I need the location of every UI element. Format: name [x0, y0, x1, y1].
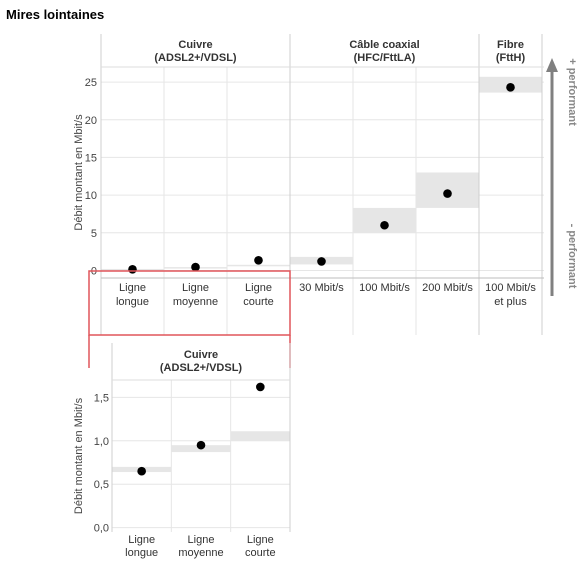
- y-axis-label: Débit montant en Mbit/s: [73, 114, 85, 231]
- group-title: Câble coaxial: [349, 39, 419, 51]
- page-title: Mires lointaines: [6, 7, 104, 22]
- data-point: [254, 255, 263, 265]
- data-point: [506, 83, 515, 92]
- y-tick-label: 15: [85, 152, 97, 164]
- category-label: 200 Mbit/s: [422, 282, 473, 294]
- y-tick-label: 5: [91, 228, 97, 240]
- category-label: longue: [125, 547, 158, 559]
- y-tick-label: 10: [85, 190, 97, 202]
- category-label: Ligne: [188, 534, 215, 546]
- data-point: [256, 382, 265, 392]
- arrow-bottom-label: - performant: [566, 224, 578, 289]
- category-label: Ligne: [119, 282, 146, 294]
- group-title: Cuivre: [178, 39, 212, 51]
- category-label: Ligne: [182, 282, 209, 294]
- data-point: [196, 440, 206, 450]
- y-axis-label: Débit montant en Mbit/s: [73, 397, 85, 514]
- category-label: moyenne: [178, 547, 223, 559]
- group-title: Cuivre: [184, 349, 218, 361]
- data-point: [137, 466, 146, 476]
- category-label: 30 Mbit/s: [299, 282, 344, 294]
- range-band: [230, 431, 290, 441]
- category-label: moyenne: [173, 296, 218, 308]
- category-label: courte: [243, 296, 274, 308]
- category-label: 100 Mbit/s: [359, 282, 410, 294]
- category-label: Ligne: [245, 282, 272, 294]
- category-label: Ligne: [128, 534, 155, 546]
- group-title: Fibre: [497, 39, 524, 51]
- category-label: Ligne: [247, 534, 274, 546]
- group-title: (ADSL2+/VDSL): [154, 52, 237, 64]
- category-label: courte: [245, 547, 276, 559]
- data-point: [380, 220, 389, 230]
- y-tick-label: 25: [85, 77, 97, 89]
- category-label: longue: [116, 296, 149, 308]
- y-tick-label: 1,5: [94, 392, 109, 404]
- data-point: [128, 265, 137, 274]
- zoom-chart: 0,00,51,01,5LignelongueLignemoyenneLigne…: [73, 343, 291, 559]
- group-title: (FttH): [496, 52, 526, 64]
- performance-arrow-head: [546, 58, 558, 72]
- data-point: [443, 189, 452, 198]
- category-label: et plus: [494, 296, 527, 308]
- y-tick-label: 0,0: [94, 523, 109, 535]
- main-chart: 0510152025LignelongueLignemoyenneLigneco…: [73, 34, 578, 368]
- y-tick-label: 20: [85, 115, 97, 127]
- y-tick-label: 0,5: [94, 479, 109, 491]
- group-title: (HFC/FttLA): [354, 52, 416, 64]
- group-title: (ADSL2+/VDSL): [160, 362, 243, 374]
- range-band: [227, 264, 290, 267]
- data-point: [191, 262, 200, 272]
- arrow-top-label: + performant: [566, 58, 578, 126]
- y-tick-label: 1,0: [94, 436, 109, 448]
- zoom-highlight: [88, 270, 291, 336]
- data-point: [317, 257, 326, 266]
- category-label: 100 Mbit/s: [485, 282, 536, 294]
